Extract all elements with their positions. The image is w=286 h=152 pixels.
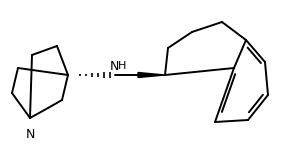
Text: N: N — [109, 59, 119, 73]
Polygon shape — [138, 73, 165, 78]
Text: H: H — [118, 61, 126, 71]
Text: N: N — [25, 128, 35, 141]
